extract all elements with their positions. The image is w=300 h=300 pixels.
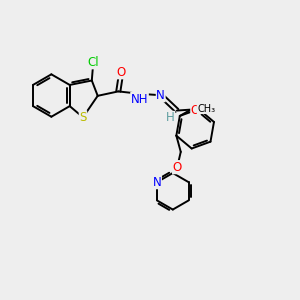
Text: O: O	[172, 161, 182, 174]
Text: H: H	[166, 111, 175, 124]
Text: N: N	[156, 89, 165, 102]
Text: S: S	[79, 111, 87, 124]
Text: CH₃: CH₃	[197, 103, 215, 114]
Text: NH: NH	[131, 93, 148, 106]
Text: N: N	[153, 176, 161, 189]
Text: O: O	[191, 103, 200, 116]
Text: O: O	[117, 66, 126, 79]
Text: Cl: Cl	[88, 56, 99, 69]
